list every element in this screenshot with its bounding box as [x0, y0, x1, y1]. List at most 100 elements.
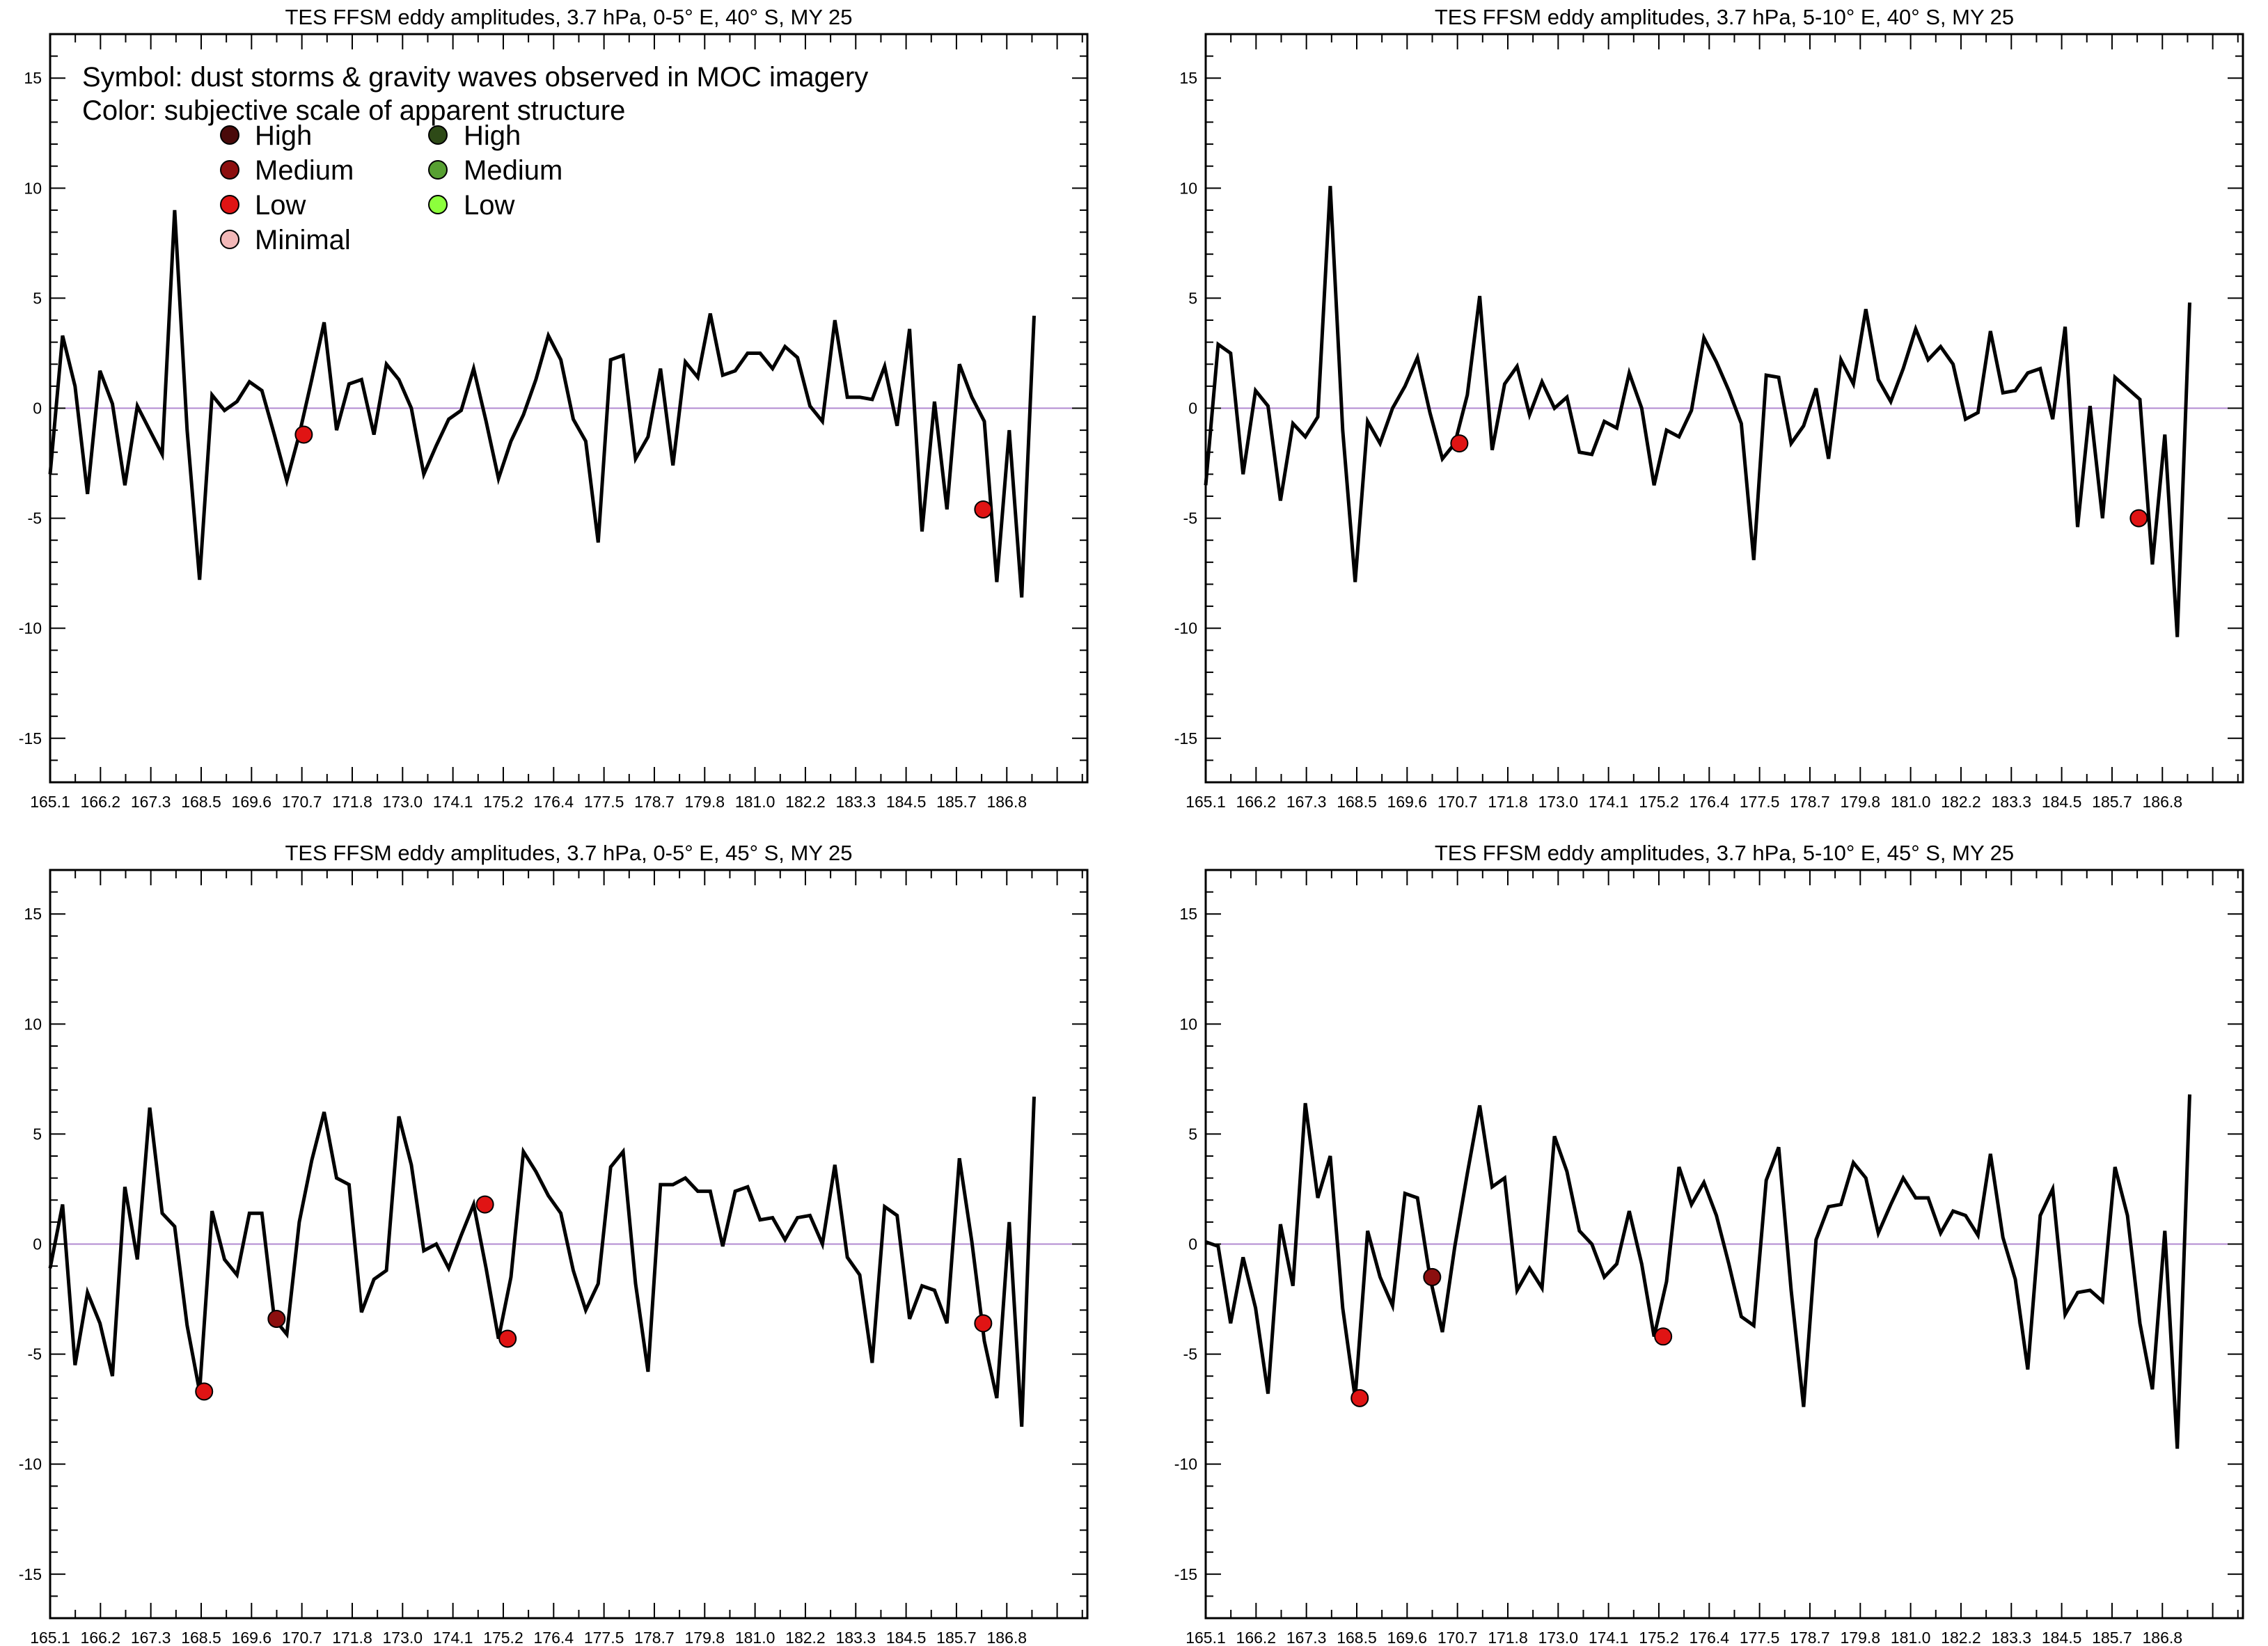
x-tick-label: 170.7: [282, 793, 322, 811]
panel-bottom-right: TES FFSM eddy amplitudes, 3.7 hPa, 5-10°…: [1174, 841, 2244, 1646]
x-tick-label: 179.8: [685, 1629, 725, 1646]
x-tick-label: 182.2: [785, 1629, 826, 1646]
x-tick-label: 175.2: [483, 793, 523, 811]
x-tick-label: 186.8: [986, 1629, 1027, 1646]
plot-frame: [1204, 869, 2244, 1620]
x-tick-label: 166.2: [81, 1629, 121, 1646]
x-tick-label: 174.1: [1589, 1629, 1629, 1646]
x-tick-label: 165.1: [1186, 1629, 1226, 1646]
observation-marker: [1450, 434, 1469, 453]
y-tick-label: 5: [1188, 1125, 1197, 1143]
y-tick-label: 0: [1188, 1235, 1197, 1253]
x-tick-label: 174.1: [1589, 793, 1629, 811]
x-tick-label: 185.7: [2092, 1629, 2132, 1646]
x-tick-label: 175.2: [1639, 1629, 1679, 1646]
y-tick-label: 10: [24, 1015, 42, 1033]
x-tick-label: 170.7: [282, 1629, 322, 1646]
x-tick-label: 169.6: [232, 793, 272, 811]
x-tick-label: 183.3: [1992, 793, 2032, 811]
x-tick-label: 177.5: [1740, 793, 1780, 811]
plot-frame: [49, 33, 1089, 784]
observation-marker: [974, 1314, 993, 1333]
x-tick-label: 183.3: [836, 793, 876, 811]
panel-top-right: TES FFSM eddy amplitudes, 3.7 hPa, 5-10°…: [1174, 5, 2244, 811]
x-tick-label: 169.6: [232, 1629, 272, 1646]
x-tick-label: 169.6: [1387, 793, 1428, 811]
panel-title: TES FFSM eddy amplitudes, 3.7 hPa, 5-10°…: [1435, 5, 2014, 29]
legend-line-1: Symbol: dust storms & gravity waves obse…: [82, 62, 868, 93]
observation-marker: [1654, 1327, 1673, 1346]
y-tick-label: -15: [1174, 1565, 1197, 1583]
y-tick-label: -5: [28, 1345, 42, 1363]
y-tick-label: -5: [28, 509, 42, 528]
series-line: [1205, 1094, 2191, 1449]
x-tick-label: 179.8: [1841, 793, 1881, 811]
legend-dust-marker: [220, 195, 239, 214]
legend-wave-label: Low: [464, 190, 514, 221]
x-tick-label: 170.7: [1438, 1629, 1478, 1646]
y-tick-label: 15: [24, 905, 42, 923]
x-tick-label: 167.3: [1286, 1629, 1327, 1646]
x-tick-label: 167.3: [131, 793, 171, 811]
y-tick-label: 5: [1188, 289, 1197, 307]
panel-title: TES FFSM eddy amplitudes, 3.7 hPa, 5-10°…: [1435, 841, 2014, 865]
y-tick-label: -15: [19, 1565, 42, 1583]
x-tick-label: 174.1: [433, 793, 473, 811]
observation-marker: [2129, 509, 2148, 528]
x-tick-label: 171.8: [332, 1629, 372, 1646]
x-tick-label: 186.8: [986, 793, 1027, 811]
x-tick-label: 175.2: [1639, 793, 1679, 811]
y-tick-label: 10: [1179, 1015, 1197, 1033]
x-tick-label: 177.5: [584, 1629, 624, 1646]
x-tick-label: 177.5: [584, 793, 624, 811]
y-tick-label: -15: [19, 729, 42, 747]
x-tick-label: 168.5: [181, 1629, 221, 1646]
x-tick-label: 165.1: [30, 793, 70, 811]
y-tick-label: 5: [33, 289, 42, 307]
x-tick-label: 183.3: [1992, 1629, 2032, 1646]
series-line: [1204, 186, 2191, 638]
x-tick-label: 181.0: [735, 1629, 775, 1646]
y-tick-label: -10: [19, 619, 42, 638]
x-tick-label: 184.5: [2042, 1629, 2082, 1646]
x-tick-label: 176.4: [1690, 1629, 1730, 1646]
panel-title: TES FFSM eddy amplitudes, 3.7 hPa, 0-5° …: [285, 5, 852, 29]
x-tick-label: 185.7: [936, 1629, 977, 1646]
legend-dust-label: High: [255, 120, 312, 151]
x-tick-label: 186.8: [2142, 1629, 2182, 1646]
x-tick-label: 165.1: [30, 1629, 70, 1646]
series-line: [48, 1096, 1036, 1427]
x-tick-label: 173.0: [383, 1629, 423, 1646]
x-tick-label: 183.3: [836, 1629, 876, 1646]
y-tick-label: 10: [24, 179, 42, 197]
legend-dust-marker: [220, 125, 239, 145]
x-tick-label: 173.0: [1538, 1629, 1579, 1646]
x-tick-label: 171.8: [1488, 793, 1528, 811]
plot-frame: [49, 869, 1089, 1620]
observation-marker: [1423, 1267, 1442, 1286]
x-tick-label: 176.4: [1690, 793, 1730, 811]
legend-dust-label: Minimal: [255, 225, 351, 255]
y-tick-label: -5: [1183, 509, 1197, 528]
y-tick-label: -10: [19, 1455, 42, 1473]
x-tick-label: 185.7: [2092, 793, 2132, 811]
x-tick-label: 171.8: [332, 793, 372, 811]
legend-wave-marker: [428, 125, 448, 145]
x-tick-label: 166.2: [1236, 1629, 1277, 1646]
plot-frame: [1204, 33, 2244, 784]
observation-marker: [475, 1195, 494, 1214]
x-tick-label: 181.0: [1891, 1629, 1931, 1646]
x-tick-label: 166.2: [81, 793, 121, 811]
x-tick-label: 185.7: [936, 793, 977, 811]
x-tick-label: 186.8: [2142, 793, 2182, 811]
legend-dust-marker: [220, 160, 239, 180]
legend-wave-marker: [428, 195, 448, 214]
x-tick-label: 178.7: [634, 793, 675, 811]
x-tick-label: 166.2: [1236, 793, 1277, 811]
x-tick-label: 173.0: [383, 793, 423, 811]
y-tick-label: 15: [1179, 69, 1197, 87]
legend-dust-marker: [220, 230, 239, 249]
legend: Symbol: dust storms & gravity waves obse…: [82, 62, 868, 255]
y-tick-label: 15: [24, 69, 42, 87]
x-tick-label: 171.8: [1488, 1629, 1528, 1646]
